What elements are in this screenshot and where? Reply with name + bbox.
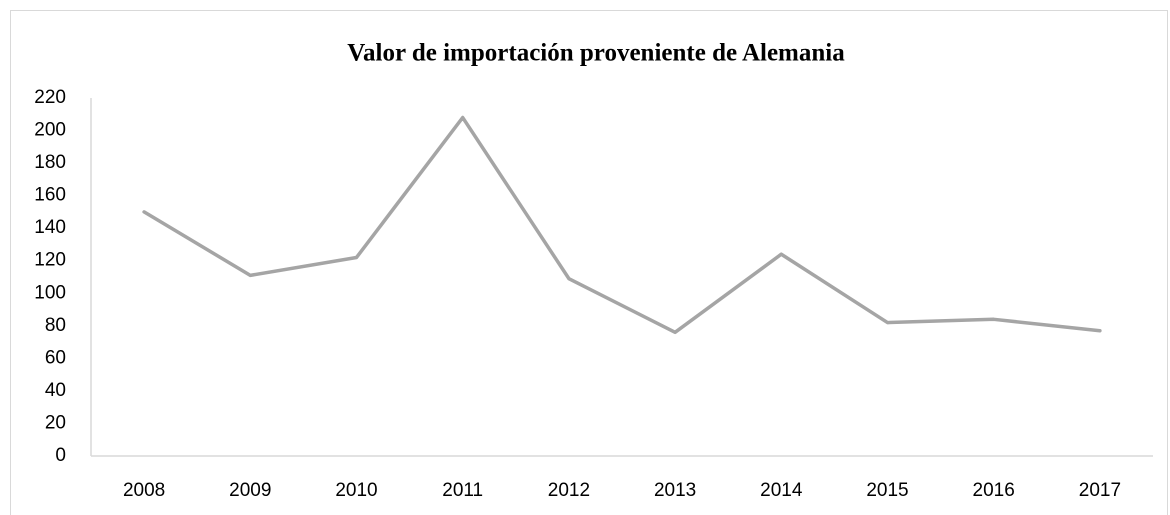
x-tick-label: 2008 (123, 480, 165, 501)
data-line (142, 115, 1102, 335)
y-tick-label: 20 (45, 412, 66, 433)
x-tick-label: 2010 (335, 480, 377, 501)
x-tick-label: 2015 (866, 480, 908, 501)
y-tick-label: 80 (45, 315, 66, 336)
y-tick-label: 220 (34, 87, 66, 108)
x-tick-label: 2011 (442, 480, 483, 501)
y-tick-label: 120 (34, 250, 66, 271)
y-tick-label: 200 (34, 120, 66, 141)
x-tick-label: 2016 (973, 480, 1015, 501)
y-tick-label: 160 (34, 185, 66, 206)
x-tick-label: 2017 (1079, 480, 1121, 501)
chart-frame (10, 10, 1168, 515)
x-tick-label: 2014 (760, 480, 803, 501)
y-tick-label: 100 (34, 282, 66, 303)
y-tick-label: 180 (34, 152, 66, 173)
x-tick-label: 2012 (548, 480, 590, 501)
x-tick-label: 2013 (654, 480, 696, 501)
y-tick-label: 140 (34, 217, 66, 238)
y-tick-label: 0 (55, 445, 66, 466)
chart-title: Valor de importación proveniente de Alem… (347, 40, 845, 67)
x-tick-label: 2009 (229, 480, 271, 501)
y-tick-label: 60 (45, 347, 66, 368)
y-tick-label: 40 (45, 380, 66, 401)
